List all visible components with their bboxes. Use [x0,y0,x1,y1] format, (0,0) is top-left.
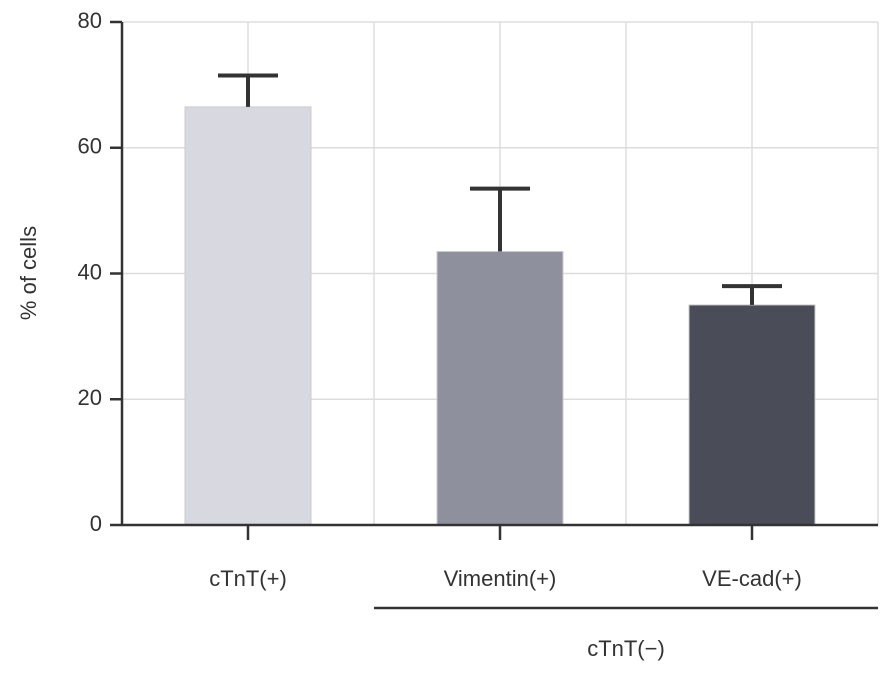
x-tick-label: Vimentin(+) [444,566,557,591]
error-bar [470,186,530,252]
y-tick-label: 60 [78,134,102,159]
bar [688,304,816,526]
error-bar [722,284,782,305]
bar [436,250,564,526]
x-tick-label: VE-cad(+) [702,566,802,591]
y-axis-label: % of cells [16,226,41,320]
y-tick-label: 40 [78,259,102,284]
y-tick-label: 80 [78,8,102,33]
y-tick-label: 0 [90,511,102,536]
x-tick-label: cTnT(+) [209,566,287,591]
bar [184,106,312,526]
error-bar [218,73,278,107]
y-tick-label: 20 [78,385,102,410]
group-label: cTnT(−) [587,636,665,661]
